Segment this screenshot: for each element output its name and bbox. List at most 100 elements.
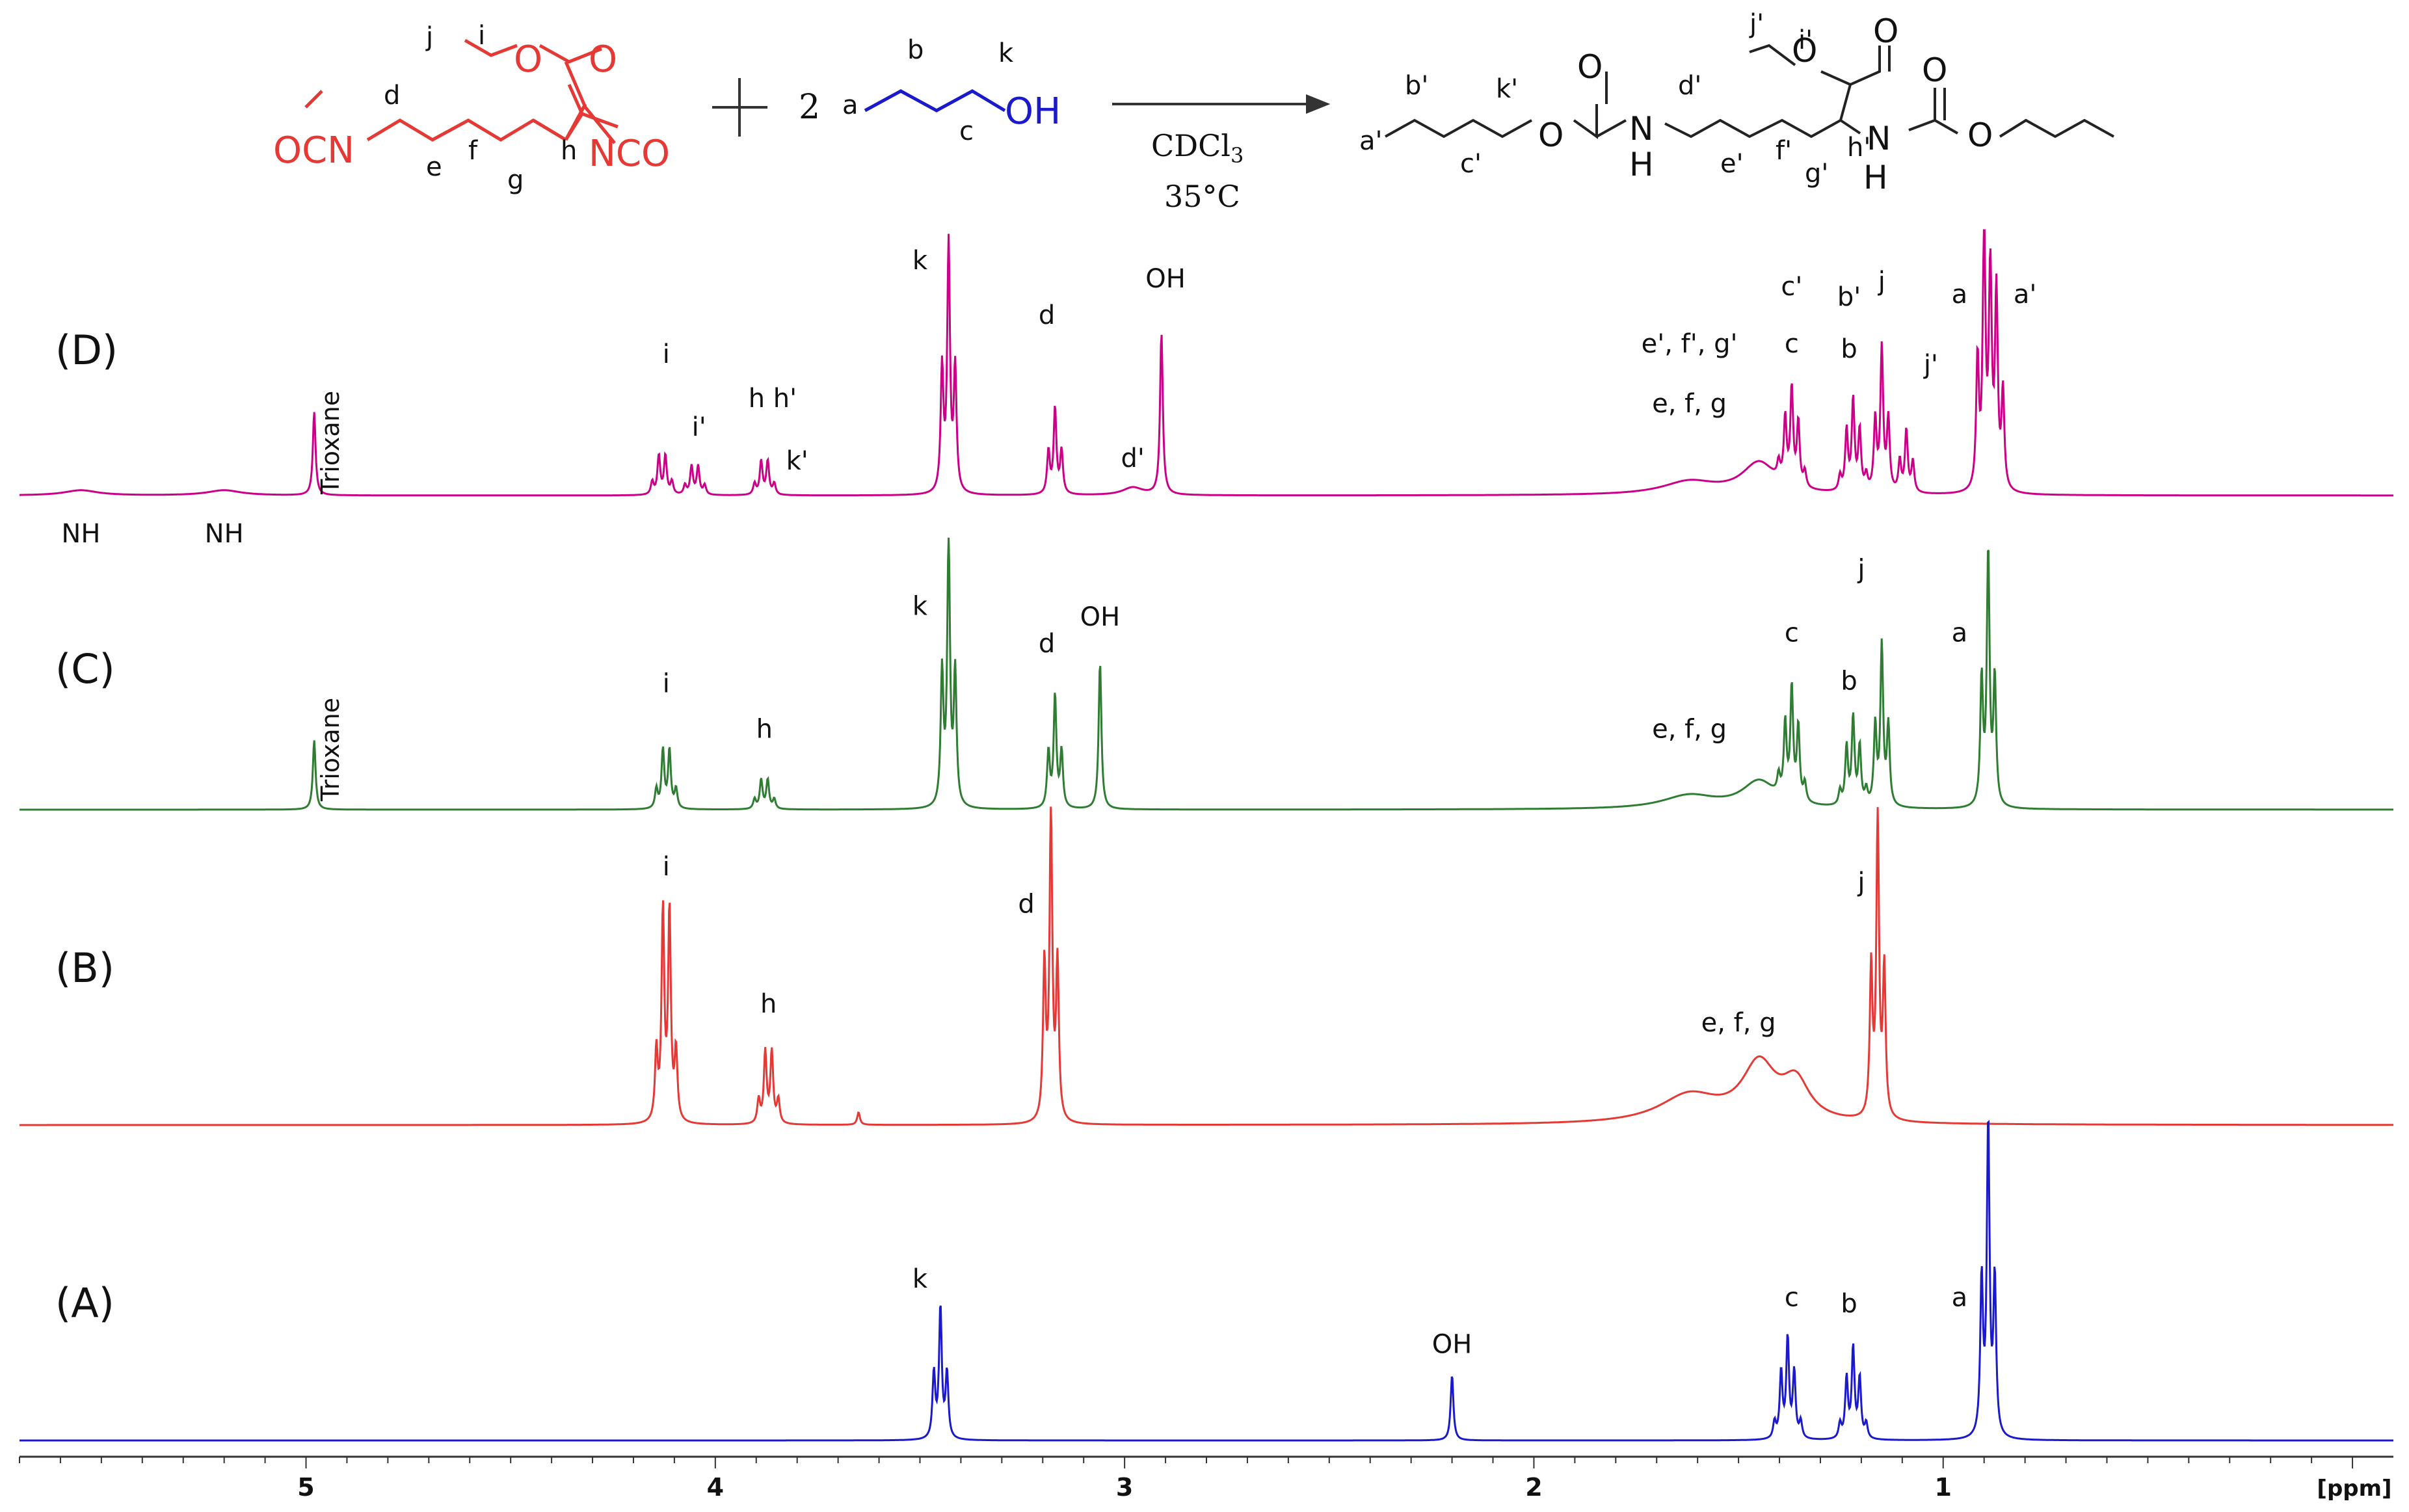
peak-label: NH [205,519,244,549]
reaction-scheme: OCN NCO O O j i d e f g h 2 OH a b c k C… [273,9,2114,214]
label-d-prime: d' [1678,71,1701,101]
product-atom-o5: O [1922,51,1947,89]
peak-label: j' [1923,350,1938,380]
x-tick-label: 1 [1935,1473,1952,1502]
product-atom-h2: H [1863,159,1888,196]
trioxane-label: Trioxane [316,391,345,495]
product-atom-o4: O [1873,12,1898,50]
spectrum-title-3: (A) [55,1279,114,1327]
peak-label: d [1039,629,1055,659]
peak-label: d [1039,300,1055,330]
label-i-prime: i' [1798,25,1813,55]
label-a: a [842,90,858,120]
peak-label: OH [1080,602,1121,632]
peak-label: NH [61,519,100,549]
product-atom-n2: N [1867,120,1891,157]
spectrum-title-1: (C) [55,645,115,693]
label-b: b [907,35,924,65]
x-tick-label: 4 [707,1473,724,1502]
product-atom-o2: O [1538,116,1564,154]
label-a-prime: a' [1359,126,1383,156]
temperature-label: 35°C [1164,179,1240,214]
spectrum-title-0: (D) [55,326,118,374]
peak-label: k [912,246,928,276]
peak-label: a [1952,280,1968,310]
reaction-arrow [1112,94,1331,114]
peak-label: j [1857,554,1865,584]
butanol-oh: OH [1005,90,1061,133]
product-atom-o6: O [1967,116,1993,154]
peak-label: h [756,714,773,744]
peak-label: c [1785,618,1799,648]
label-c-prime: c' [1460,149,1482,179]
solvent-label: CDCl3 [1151,128,1244,168]
product-atom-n1: N [1629,110,1653,148]
spectrum-line-2 [20,806,2393,1126]
spectrum-line-1 [20,537,2393,811]
peak-label: OH [1432,1330,1472,1360]
reactant2-atom-labels: a b c k [842,35,1014,146]
peak-label: j [1857,868,1865,897]
peak-label: b [1841,1289,1857,1319]
label-g-prime: g' [1805,159,1828,189]
label-j: j [425,22,433,52]
reactant-butanol [864,89,1006,113]
peak-label: i [663,669,670,699]
peak-label: j [1878,267,1885,297]
reactant1-ocn: OCN [273,129,354,172]
spectrum-line-3 [20,1119,2393,1442]
label-c: c [959,116,974,146]
product-atom-h1: H [1629,146,1654,183]
peak-label: a [1952,1283,1968,1313]
x-tick-label: 3 [1116,1473,1133,1502]
peak-label: i' [692,412,706,442]
label-e-prime: e' [1720,149,1744,179]
label-k: k [998,38,1014,68]
peak-label: i [663,852,670,882]
x-axis-label: [ppm] [2317,1476,2391,1502]
peak-label: i [663,339,670,369]
peak-label: k [912,592,928,622]
peak-label: b' [1837,282,1861,312]
label-j-prime: j' [1749,9,1764,39]
product-atoms: O O N H O O N H O O [1538,12,1993,196]
peak-label: b [1841,667,1857,696]
reactant1-ester-o: O [514,38,542,81]
peak-label: e, f, g [1701,1008,1776,1038]
peak-label: a [1952,618,1968,648]
peak-label: a' [2014,280,2037,310]
label-i: i [478,21,485,51]
spectrum-title-2: (B) [55,944,114,992]
label-d: d [384,81,400,111]
peak-label: e', f', g' [1642,329,1738,359]
x-tick-label: 5 [297,1473,314,1502]
label-h: h [561,136,577,166]
product-structure [1385,44,2114,139]
peak-label: c' [1781,272,1802,302]
x-tick-label: 2 [1525,1473,1542,1502]
peak-label: e, f, g [1652,714,1727,744]
label-b-prime: b' [1405,71,1428,101]
label-h-prime: h' [1847,133,1870,163]
peak-label: d [1018,890,1034,920]
reactant-diisocyanate [304,38,619,144]
peak-label: c [1785,1283,1799,1313]
peak-label: c [1785,329,1799,359]
spectrum-line-0 [20,229,2393,497]
trioxane-label: Trioxane [316,698,345,802]
product-atom-labels: j' i' b' k' d' a' c' e' f' g' h' [1359,9,1870,189]
peak-label: b [1841,334,1857,364]
plus-sign [712,78,767,137]
peak-label: k' [786,446,808,476]
product-atom-o1: O [1577,48,1603,86]
product-atom-o3: O [1792,32,1817,70]
label-e: e [426,152,442,182]
reactant1-nco: NCO [589,133,670,175]
reactant1-carbonyl-o: O [589,38,617,81]
peak-label: h h' [749,384,797,414]
peak-label: h [760,989,777,1019]
coefficient: 2 [799,88,820,127]
peak-label: e, f, g [1652,389,1727,419]
peak-label: d' [1121,444,1145,473]
